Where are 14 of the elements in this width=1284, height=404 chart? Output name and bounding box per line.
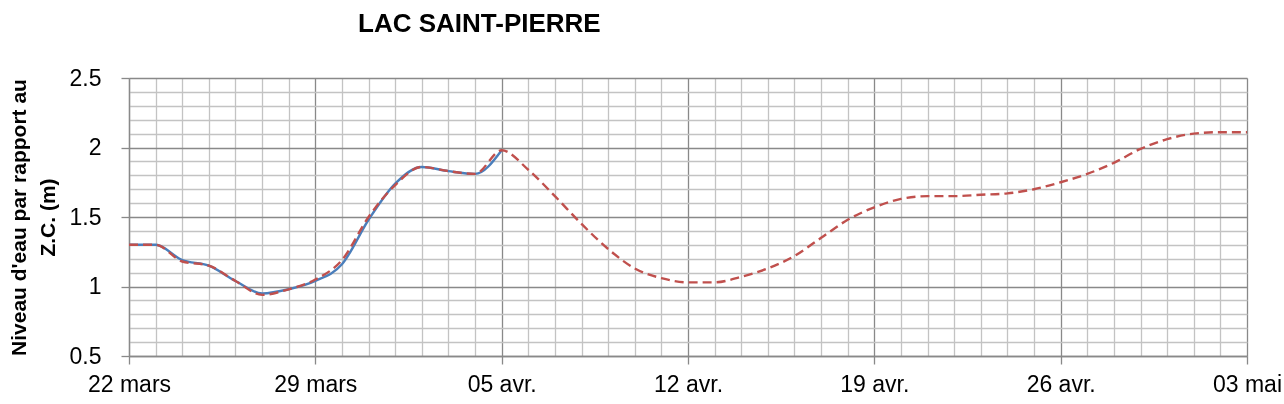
y-tick-label: 0.5: [69, 342, 102, 369]
x-tick-label: 29 mars: [274, 370, 358, 397]
chart-title: LAC SAINT-PIERRE: [358, 8, 601, 38]
x-tick-label: 26 avr.: [1026, 370, 1096, 397]
x-tick-label: 22 mars: [87, 370, 172, 397]
y-tick-label: 2: [88, 134, 102, 160]
x-tick-label: 19 avr.: [840, 370, 910, 397]
x-tick-label: 05 avr.: [467, 370, 537, 397]
y-tick-label: 1: [88, 273, 102, 299]
x-tick-label: 12 avr.: [653, 370, 724, 397]
x-tick-label: 03 mai: [1212, 370, 1283, 397]
y-tick-label: 1.5: [69, 203, 102, 230]
y-tick-label: 2.5: [69, 64, 102, 91]
y-axis-title: Niveau d'eau par rapport au Z.C. (m): [6, 79, 59, 356]
